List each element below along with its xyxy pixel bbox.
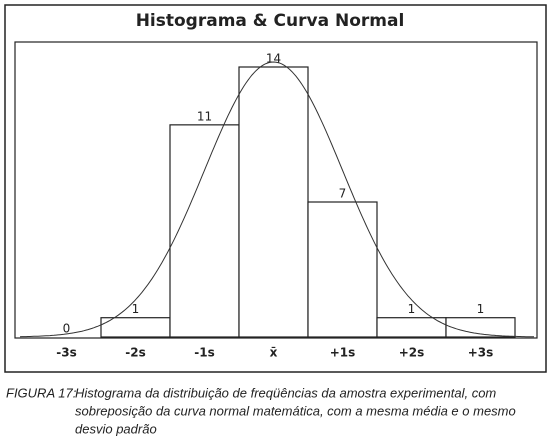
value-label: 1 — [477, 302, 485, 316]
figure-frame — [4, 4, 547, 373]
caption-line: Histograma da distribuição de freqüência… — [75, 385, 496, 400]
caption-line: desvio padrão — [75, 421, 157, 436]
value-label: 14 — [266, 52, 281, 66]
bar — [169, 124, 240, 338]
value-label: 11 — [197, 109, 212, 123]
x-tick-label: -3s — [56, 346, 76, 360]
value-label: 0 — [63, 322, 71, 336]
caption-line: sobreposição da curva normal matemática,… — [75, 403, 516, 418]
x-tick-label: +1s — [330, 346, 356, 360]
x-tick-label: -1s — [194, 346, 214, 360]
x-tick-label: +2s — [399, 346, 425, 360]
x-tick-label: -2s — [125, 346, 145, 360]
caption-label: FIGURA 17: — [6, 385, 77, 400]
bar — [307, 201, 378, 338]
chart-title: Histograma & Curva Normal — [136, 11, 405, 31]
bar — [376, 317, 447, 338]
plot-frame — [14, 41, 538, 339]
value-label: 1 — [408, 302, 416, 316]
bar — [100, 317, 171, 338]
bar — [445, 317, 516, 338]
x-tick-label: +3s — [468, 346, 494, 360]
value-label: 7 — [339, 187, 347, 201]
normal-curve — [19, 61, 534, 338]
bar — [238, 66, 309, 338]
x-tick-label: x̄ — [270, 346, 278, 360]
value-label: 1 — [132, 302, 140, 316]
